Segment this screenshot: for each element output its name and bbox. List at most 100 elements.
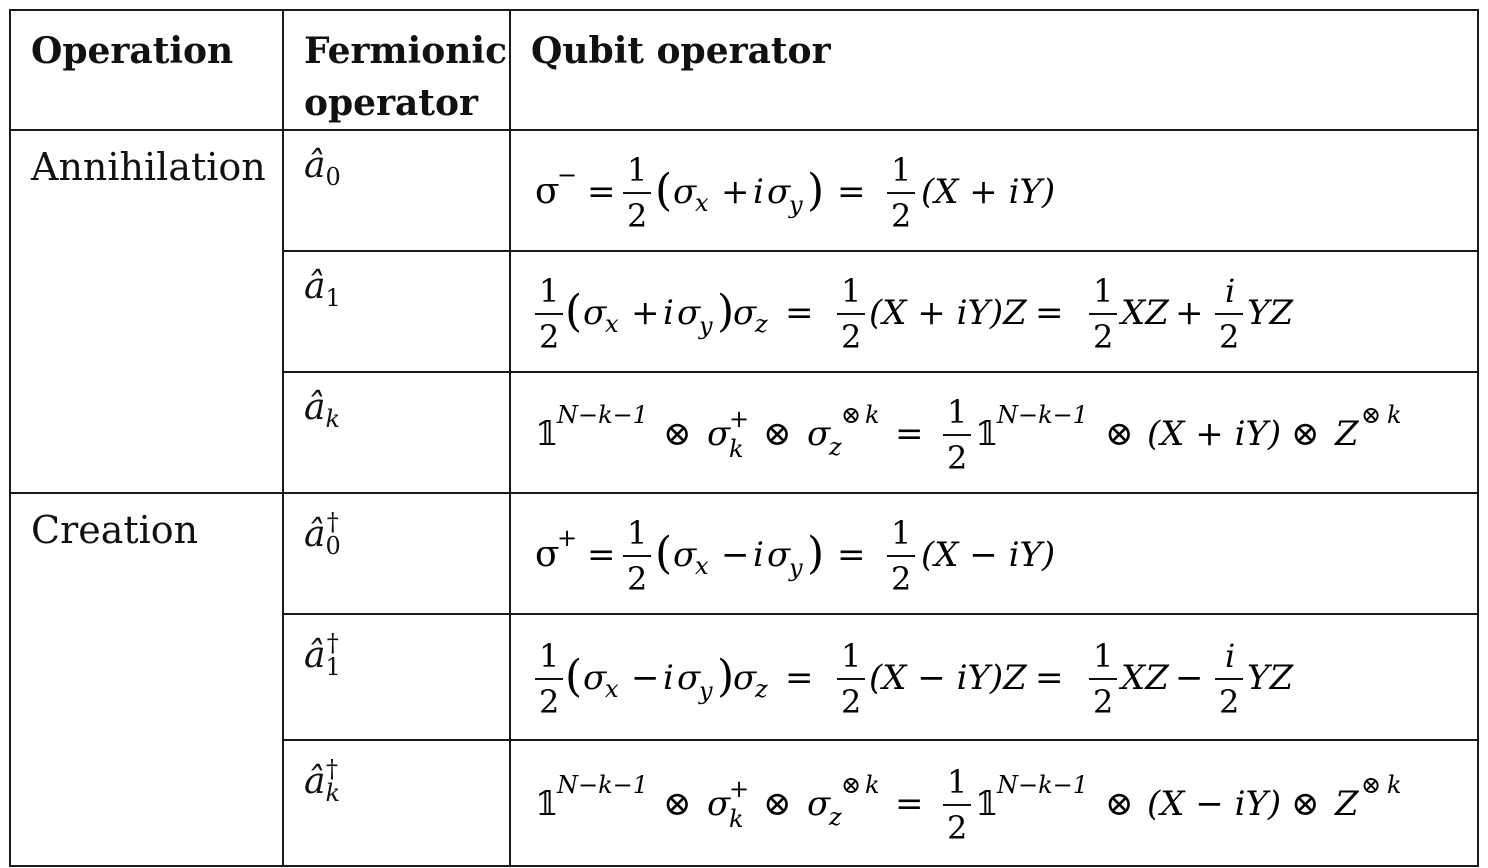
svg-text:k: k xyxy=(865,771,880,799)
qubit-formula: σ + = 1 2 ( σ x − i σ y ) = 1 2 (X − iY) xyxy=(535,514,1055,598)
svg-text:σ: σ xyxy=(733,658,757,698)
svg-text:z: z xyxy=(754,310,768,338)
svg-text:𝟙: 𝟙 xyxy=(535,414,559,454)
svg-text:𝟙: 𝟙 xyxy=(535,784,559,824)
svg-text:y: y xyxy=(698,312,713,340)
svg-text:⊗: ⊗ xyxy=(763,784,792,824)
fermionic-operator: â0 xyxy=(282,129,511,252)
svg-text:i: i xyxy=(663,658,674,698)
svg-text:2: 2 xyxy=(1093,683,1113,721)
svg-text:⊗: ⊗ xyxy=(1291,414,1320,454)
svg-text:x: x xyxy=(695,189,709,217)
svg-text:1: 1 xyxy=(627,151,647,189)
qubit-operator: 1 2 ( σ x − i σ y ) σ z = 1 2 (X − iY)Z … xyxy=(509,613,1479,741)
qubit-operator: σ − = 1 2 ( σ x + i σ y ) = 1 2 (X + iY) xyxy=(509,129,1479,252)
svg-text:x: x xyxy=(605,310,619,338)
svg-text:+: + xyxy=(631,293,660,333)
svg-text:1: 1 xyxy=(1093,272,1113,310)
svg-text:2: 2 xyxy=(1219,683,1239,721)
svg-text:2: 2 xyxy=(841,683,861,721)
svg-text:YZ: YZ xyxy=(1247,658,1294,698)
svg-text:): ) xyxy=(807,528,824,579)
fermionic-operator: âk xyxy=(282,371,511,494)
table-row: Creation â0† σ + = 1 2 ( σ x − i σ y ) =… xyxy=(9,492,1479,867)
svg-text:i: i xyxy=(753,172,764,212)
table-row: Annihilation â0 σ − = 1 2 ( σ x + i σ y … xyxy=(9,129,1479,494)
svg-text:2: 2 xyxy=(539,683,559,721)
svg-text:σ: σ xyxy=(733,293,757,333)
svg-text:σ: σ xyxy=(673,172,697,212)
svg-text:XZ: XZ xyxy=(1118,658,1170,698)
svg-text:⊗: ⊗ xyxy=(1361,771,1381,799)
qubit-formula: 1 2 ( σ x − i σ y ) σ z = 1 2 (X − iY)Z … xyxy=(535,637,1294,721)
svg-text:2: 2 xyxy=(539,318,559,356)
svg-text:2: 2 xyxy=(841,318,861,356)
svg-text:⊗: ⊗ xyxy=(1291,784,1320,824)
qubit-formula: 𝟙 N−k−1 ⊗ σ + k ⊗ σ z ⊗ k = 1 2 𝟙 N−k−1 … xyxy=(535,763,1402,847)
svg-text:2: 2 xyxy=(627,197,647,235)
group-annihilation: Annihilation xyxy=(9,129,284,494)
svg-text:=: = xyxy=(895,414,924,454)
svg-text:⊗: ⊗ xyxy=(763,414,792,454)
svg-text:=: = xyxy=(1035,293,1064,333)
svg-text:+: + xyxy=(1175,293,1204,333)
svg-text:): ) xyxy=(717,286,734,337)
svg-text:N−k−1: N−k−1 xyxy=(556,401,648,429)
svg-text:=: = xyxy=(785,658,814,698)
svg-text:y: y xyxy=(788,554,803,582)
svg-text:2: 2 xyxy=(947,809,967,847)
svg-text:(X + iY): (X + iY) xyxy=(1147,414,1281,454)
svg-text:z: z xyxy=(754,675,768,703)
svg-text:⊗: ⊗ xyxy=(663,414,692,454)
svg-text:+: + xyxy=(721,172,750,212)
fermionic-operator: â0† xyxy=(282,492,511,615)
header-row: Operation Fermionic operator Qubit opera… xyxy=(9,9,1479,131)
svg-text:Z: Z xyxy=(1334,784,1360,824)
svg-text:(X + iY)Z: (X + iY)Z xyxy=(869,293,1028,333)
svg-text:σ: σ xyxy=(677,293,701,333)
svg-text:⊗: ⊗ xyxy=(1105,414,1134,454)
svg-text:z: z xyxy=(828,803,842,831)
qubit-formula: 1 2 ( σ x + i σ y ) σ z = 1 2 (X + iY)Z … xyxy=(535,272,1294,356)
svg-text:i: i xyxy=(1225,272,1235,310)
qubit-operator: σ + = 1 2 ( σ x − i σ y ) = 1 2 (X − iY) xyxy=(509,492,1479,615)
svg-text:1: 1 xyxy=(841,637,861,675)
svg-text:1: 1 xyxy=(891,151,911,189)
svg-text:2: 2 xyxy=(891,560,911,598)
svg-text:⊗: ⊗ xyxy=(1361,401,1381,429)
svg-text:YZ: YZ xyxy=(1247,293,1294,333)
svg-text:=: = xyxy=(587,172,616,212)
svg-text:Z: Z xyxy=(1334,414,1360,454)
table-row: âk† 𝟙 N−k−1 ⊗ σ + k ⊗ σ z ⊗ k = 1 2 𝟙 N−… xyxy=(10,739,1479,867)
svg-text:x: x xyxy=(695,552,709,580)
svg-text:σ: σ xyxy=(583,658,607,698)
svg-text:2: 2 xyxy=(891,197,911,235)
svg-text:1: 1 xyxy=(1093,637,1113,675)
svg-text:1: 1 xyxy=(539,272,559,310)
svg-text:−: − xyxy=(631,658,660,698)
table-row: â1† 1 2 ( σ x − i σ y ) σ z = 1 2 (X − i… xyxy=(10,613,1479,741)
svg-text:): ) xyxy=(717,651,734,702)
svg-text:⊗: ⊗ xyxy=(663,784,692,824)
svg-text:N−k−1: N−k−1 xyxy=(556,771,648,799)
group-creation: Creation xyxy=(9,492,284,867)
svg-text:=: = xyxy=(837,172,866,212)
svg-text:=: = xyxy=(587,535,616,575)
svg-text:(: ( xyxy=(655,165,672,216)
svg-text:k: k xyxy=(1387,771,1402,799)
svg-text:(: ( xyxy=(655,528,672,579)
svg-text:σ: σ xyxy=(535,171,560,212)
svg-text:⊗: ⊗ xyxy=(1105,784,1134,824)
svg-text:σ: σ xyxy=(767,535,791,575)
svg-text:N−k−1: N−k−1 xyxy=(996,401,1088,429)
svg-text:σ: σ xyxy=(535,534,560,575)
svg-text:(: ( xyxy=(565,286,582,337)
svg-text:⊗: ⊗ xyxy=(841,771,861,799)
svg-text:−: − xyxy=(1175,658,1204,698)
svg-text:2: 2 xyxy=(1093,318,1113,356)
qubit-formula: 𝟙 N−k−1 ⊗ σ + k ⊗ σ z ⊗ k = 1 2 𝟙 N−k−1 … xyxy=(535,393,1402,477)
svg-text:+: + xyxy=(557,524,577,552)
svg-text:2: 2 xyxy=(627,560,647,598)
svg-text:i: i xyxy=(1225,637,1235,675)
svg-text:XZ: XZ xyxy=(1118,293,1170,333)
